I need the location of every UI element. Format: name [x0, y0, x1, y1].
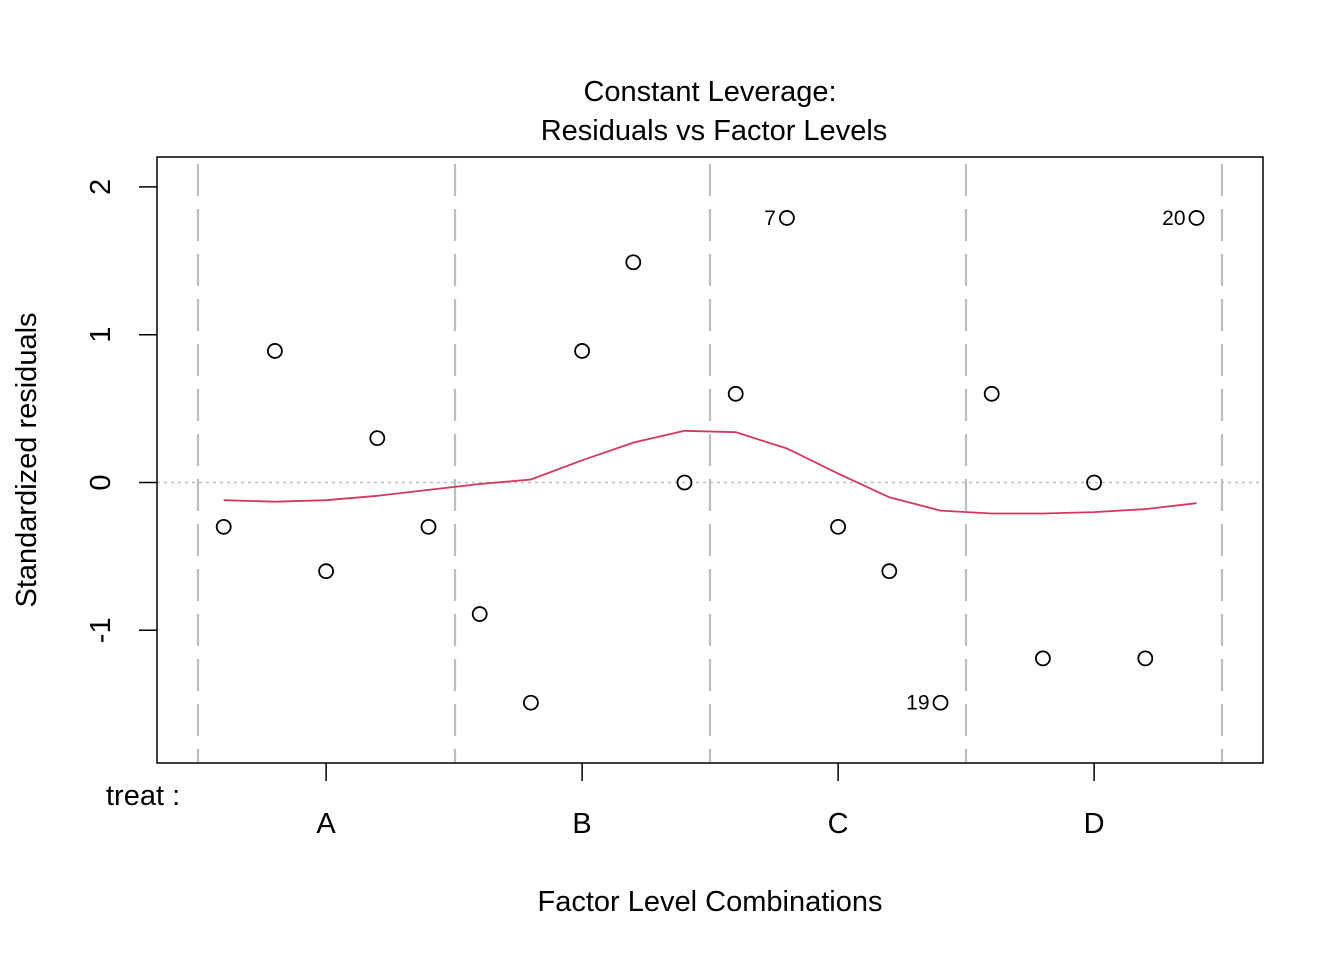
smoother-line	[223, 429, 1197, 515]
y-axis-title: Standardized residuals	[11, 312, 43, 607]
y-axis: -1 0 1 2	[85, 179, 157, 643]
data-point	[830, 518, 846, 535]
point-label: 19	[906, 692, 929, 715]
y-tick-label: 2	[85, 179, 117, 195]
data-point	[1086, 474, 1102, 491]
data-point	[523, 694, 539, 711]
data-point	[676, 474, 693, 491]
plot-area-border	[156, 156, 1264, 764]
point-label: 20	[1162, 207, 1185, 230]
point-label: 7	[764, 207, 776, 230]
x-axis-title: Factor Level Combinations	[538, 886, 883, 918]
data-point	[369, 430, 386, 447]
x-tick-label: C	[828, 808, 849, 840]
data-point	[1137, 650, 1154, 667]
point-labels: 7 19 20	[764, 207, 1185, 715]
x-tick-label: B	[572, 808, 591, 840]
x-tick-label: A	[316, 808, 336, 840]
data-point	[471, 606, 488, 622]
y-tick-label: 1	[85, 327, 117, 343]
y-tick-label: -1	[85, 617, 117, 643]
data-point	[779, 210, 795, 226]
data-point	[1188, 210, 1205, 226]
data-point	[983, 385, 1000, 402]
x-axis: A B C D	[316, 763, 1105, 840]
y-tick-label: 0	[85, 474, 117, 490]
data-point	[625, 254, 642, 271]
data-point	[420, 518, 437, 535]
chart-title-line1: Constant Leverage:	[583, 76, 836, 108]
data-point	[318, 563, 335, 580]
factor-label: treat :	[106, 780, 180, 812]
data-point	[266, 343, 283, 359]
chart-title-line2: Residuals vs Factor Levels	[541, 115, 888, 147]
data-point	[932, 694, 949, 711]
residual-points	[215, 210, 1205, 711]
data-point	[881, 563, 898, 580]
level-separator-lines	[196, 164, 1224, 762]
data-point	[215, 518, 232, 535]
data-point	[1035, 650, 1051, 667]
data-point	[574, 343, 590, 359]
data-point	[727, 385, 744, 402]
x-tick-label: D	[1084, 808, 1105, 840]
